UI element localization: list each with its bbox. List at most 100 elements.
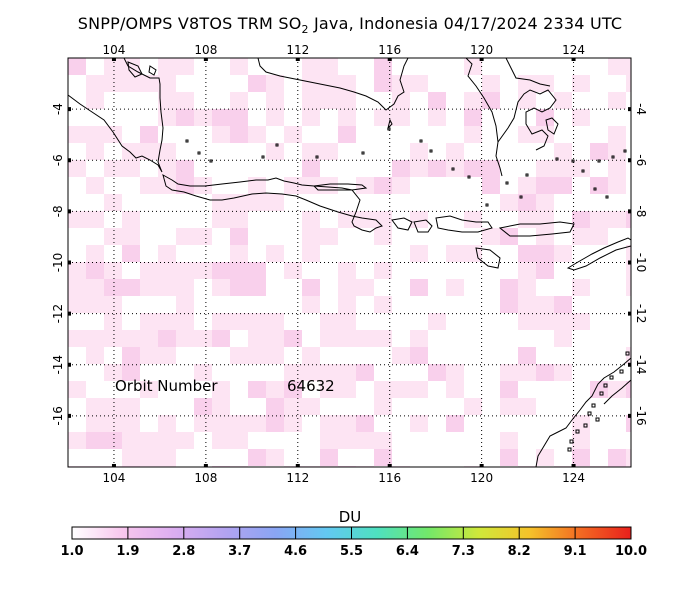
so2-pixel [158, 160, 176, 177]
so2-pixel [302, 58, 320, 75]
so2-pixel [572, 415, 590, 432]
lat-tick-label: -8 [51, 205, 65, 217]
small-islands [185, 127, 630, 452]
so2-pixel [194, 398, 212, 415]
so2-pixel [554, 92, 572, 109]
lon-tick-labels-bottom: 104 108 112 116 120 124 [103, 471, 585, 485]
so2-pixel [338, 415, 356, 432]
so2-pixel [140, 381, 158, 398]
coastline-lombok [413, 219, 433, 233]
so2-pixel [590, 228, 608, 245]
islet [591, 403, 596, 408]
islet [567, 447, 572, 452]
so2-pixel [626, 381, 631, 398]
so2-pixel [320, 330, 338, 347]
so2-pixel [68, 381, 86, 398]
so2-pixel [212, 109, 230, 126]
so2-pixel [158, 92, 176, 109]
so2-pixel [104, 364, 122, 381]
so2-pixel [248, 177, 266, 194]
so2-pixel [356, 279, 374, 296]
so2-pixel [212, 432, 230, 449]
so2-pixel [392, 177, 410, 194]
so2-pixel [68, 330, 86, 347]
so2-pixel [68, 160, 86, 177]
so2-pixel [302, 75, 320, 92]
colorbar-label: 5.5 [339, 544, 364, 559]
so2-pixel [302, 364, 320, 381]
lon-tick-label: 120 [470, 43, 493, 57]
so2-pixel [536, 194, 554, 211]
islet [603, 383, 608, 388]
islet [451, 167, 455, 171]
lon-tick-label: 124 [562, 471, 585, 485]
coastline-sumbawa [435, 215, 493, 233]
so2-pixel [554, 296, 572, 313]
so2-pixel [590, 177, 608, 194]
so2-pixel [86, 466, 104, 467]
islet [611, 155, 615, 159]
so2-pixel [158, 177, 176, 194]
so2-pixel [374, 449, 392, 466]
so2-pixel [320, 466, 338, 467]
so2-pixel [158, 245, 176, 262]
islet [555, 157, 559, 161]
so2-pixel [122, 330, 140, 347]
so2-pixel [482, 92, 500, 109]
lat-lon-grid [68, 58, 631, 467]
so2-pixel [572, 432, 590, 449]
islet [525, 173, 529, 177]
so2-pixel [122, 432, 140, 449]
so2-pixel [86, 92, 104, 109]
islet [485, 203, 489, 207]
so2-pixel [482, 160, 500, 177]
so2-pixel [410, 415, 428, 432]
so2-pixel [500, 432, 518, 449]
islet [575, 429, 580, 434]
so2-pixel [140, 75, 158, 92]
so2-pixel [194, 109, 212, 126]
so2-pixel [158, 313, 176, 330]
so2-pixel [374, 296, 392, 313]
so2-pixel [338, 381, 356, 398]
lat-tick-label: -4 [51, 103, 65, 115]
so2-pixel [536, 228, 554, 245]
colorbar-ticks [71, 527, 632, 539]
lon-tick-label: 112 [286, 43, 309, 57]
lat-tick-label: -10 [51, 253, 65, 273]
so2-pixel [446, 364, 464, 381]
coastline-kalimantan-se [387, 118, 393, 130]
so2-pixel [536, 364, 554, 381]
colorbar-label: 7.3 [451, 544, 475, 559]
so2-pixel [518, 347, 536, 364]
so2-pixel [374, 432, 392, 449]
so2-pixel [392, 92, 410, 109]
so2-pixel [104, 432, 122, 449]
so2-pixel [104, 313, 122, 330]
so2-pixel [626, 245, 631, 262]
so2-pixel [608, 58, 626, 75]
so2-pixel [194, 364, 212, 381]
lon-tick-label: 116 [378, 471, 401, 485]
lat-tick-label: -12 [51, 304, 65, 324]
so2-pixel [500, 296, 518, 313]
so2-pixel [356, 364, 374, 381]
islet [361, 151, 365, 155]
so2-pixel [374, 330, 392, 347]
so2-pixel [554, 364, 572, 381]
so2-pixel [428, 92, 446, 109]
so2-pixel [176, 109, 194, 126]
so2-pixel [338, 330, 356, 347]
so2-pixel [320, 177, 338, 194]
so2-pixel [122, 449, 140, 466]
so2-pixel [176, 432, 194, 449]
so2-pixel [230, 92, 248, 109]
islet [593, 187, 597, 191]
so2-pixel [86, 75, 104, 92]
so2-pixel [392, 109, 410, 126]
lat-tick-label: -12 [634, 304, 648, 324]
so2-pixel [266, 398, 284, 415]
so2-pixel [212, 194, 230, 211]
so2-pixel [590, 466, 608, 467]
so2-pixel [626, 279, 631, 296]
